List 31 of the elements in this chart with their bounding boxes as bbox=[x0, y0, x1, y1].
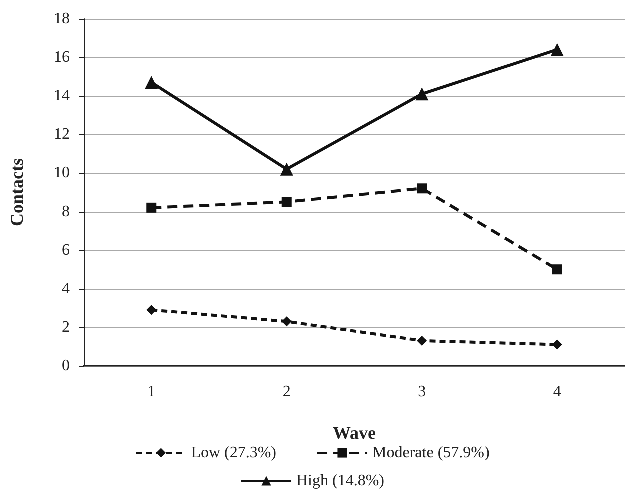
point bbox=[552, 264, 562, 275]
point bbox=[282, 197, 292, 208]
y-tick-label: 4 bbox=[62, 280, 70, 298]
point bbox=[282, 316, 292, 327]
point bbox=[146, 202, 157, 213]
y-axis-title: Contacts bbox=[7, 158, 27, 226]
point bbox=[146, 305, 157, 316]
point bbox=[550, 43, 564, 56]
point bbox=[417, 184, 428, 194]
x-tick-label: 1 bbox=[148, 384, 156, 400]
x-tick-label: 2 bbox=[282, 384, 291, 400]
x-tick-label: 3 bbox=[418, 384, 426, 400]
y-tick-label: 2 bbox=[62, 318, 70, 336]
point bbox=[280, 162, 294, 176]
legend-label: Moderate (57.9%) bbox=[372, 444, 490, 462]
x-tick-label: 4 bbox=[553, 384, 562, 400]
y-tick-label: 12 bbox=[54, 126, 70, 144]
legend-label: Low (27.3%) bbox=[191, 444, 277, 462]
point bbox=[145, 76, 158, 90]
y-tick-label: 16 bbox=[54, 49, 70, 66]
x-axis-title: Wave bbox=[333, 423, 376, 443]
y-tick-label: 8 bbox=[62, 203, 70, 220]
y-tick-label: 14 bbox=[54, 88, 70, 105]
point bbox=[416, 88, 429, 101]
point bbox=[552, 340, 562, 350]
y-tick-label: 6 bbox=[62, 242, 70, 259]
y-tick-label: 10 bbox=[54, 164, 70, 182]
y-tick-label: 18 bbox=[54, 10, 70, 28]
y-tick-label: 0 bbox=[62, 358, 70, 374]
legend-label: High (14.8%) bbox=[296, 472, 384, 490]
point bbox=[417, 336, 428, 346]
